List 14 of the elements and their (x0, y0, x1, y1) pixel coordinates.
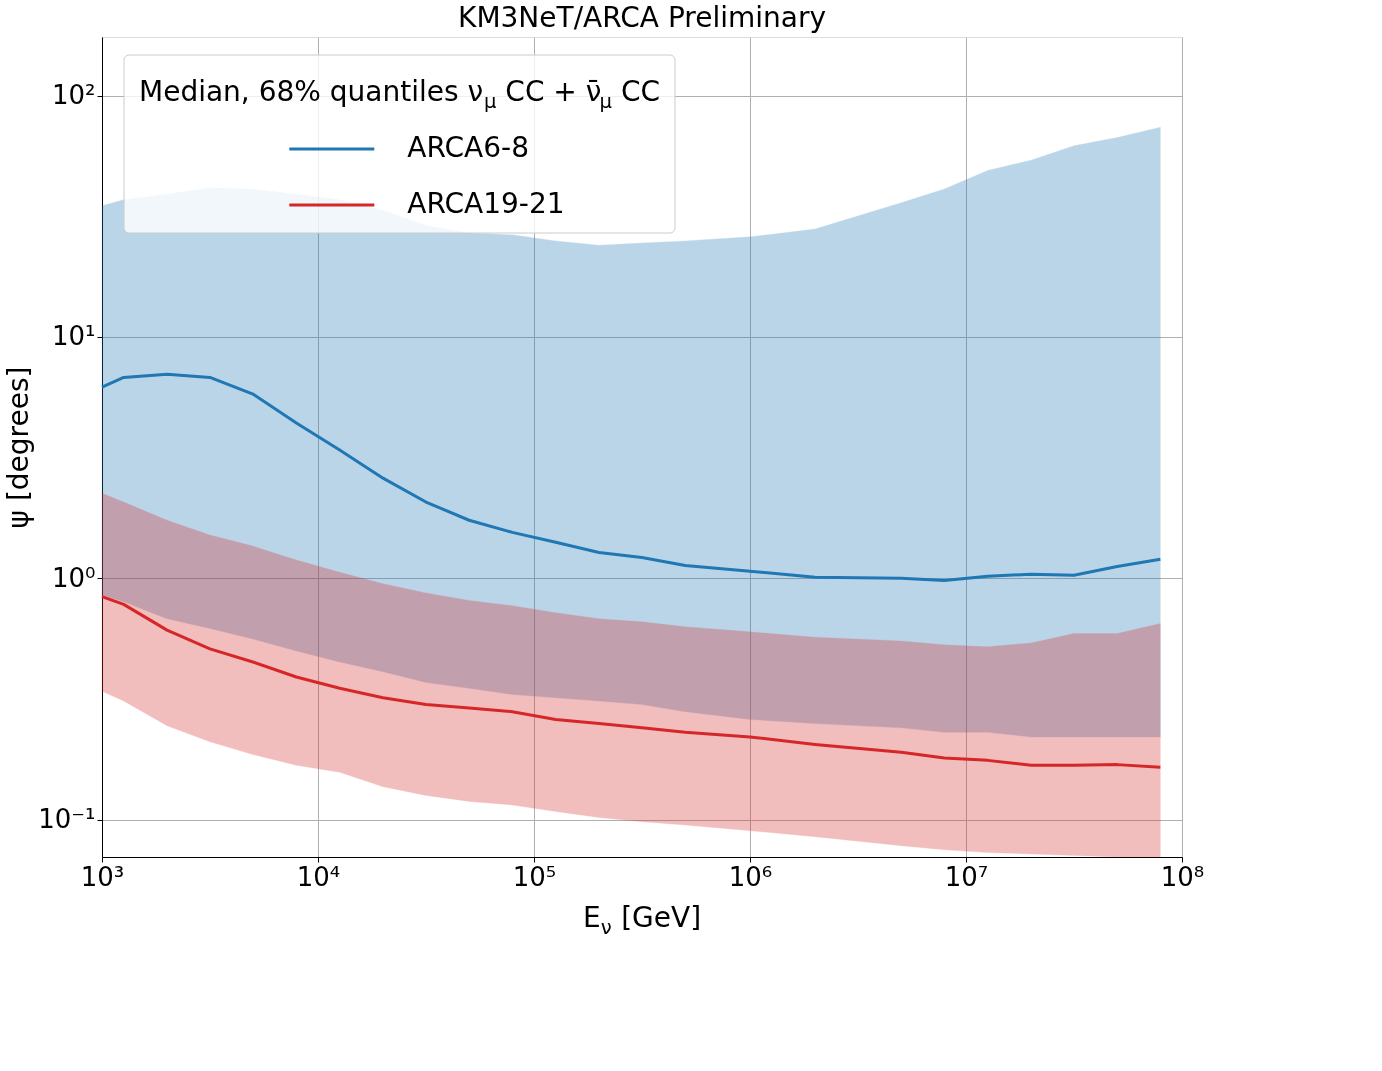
chart-title: KM3NeT/ARCA Preliminary (458, 1, 826, 34)
x-tick-label: 10⁵ (512, 861, 557, 892)
x-tick-label: 10⁴ (296, 861, 341, 892)
y-tick-label: 10² (51, 80, 96, 111)
y-tick-label: 10¹ (51, 321, 96, 352)
y-axis-title: ψ [degrees] (2, 366, 36, 529)
y-tick-label: 10⁰ (51, 562, 96, 593)
x-tick-label: 10⁶ (728, 861, 773, 892)
y-tick-label: 10⁻¹ (38, 804, 96, 835)
legend-label: ARCA6-8 (407, 131, 529, 164)
x-tick-label: 10⁸ (1160, 861, 1205, 892)
x-tick-label: 10³ (80, 861, 125, 892)
legend-label: ARCA19-21 (407, 187, 565, 220)
x-tick-label: 10⁷ (944, 861, 989, 892)
